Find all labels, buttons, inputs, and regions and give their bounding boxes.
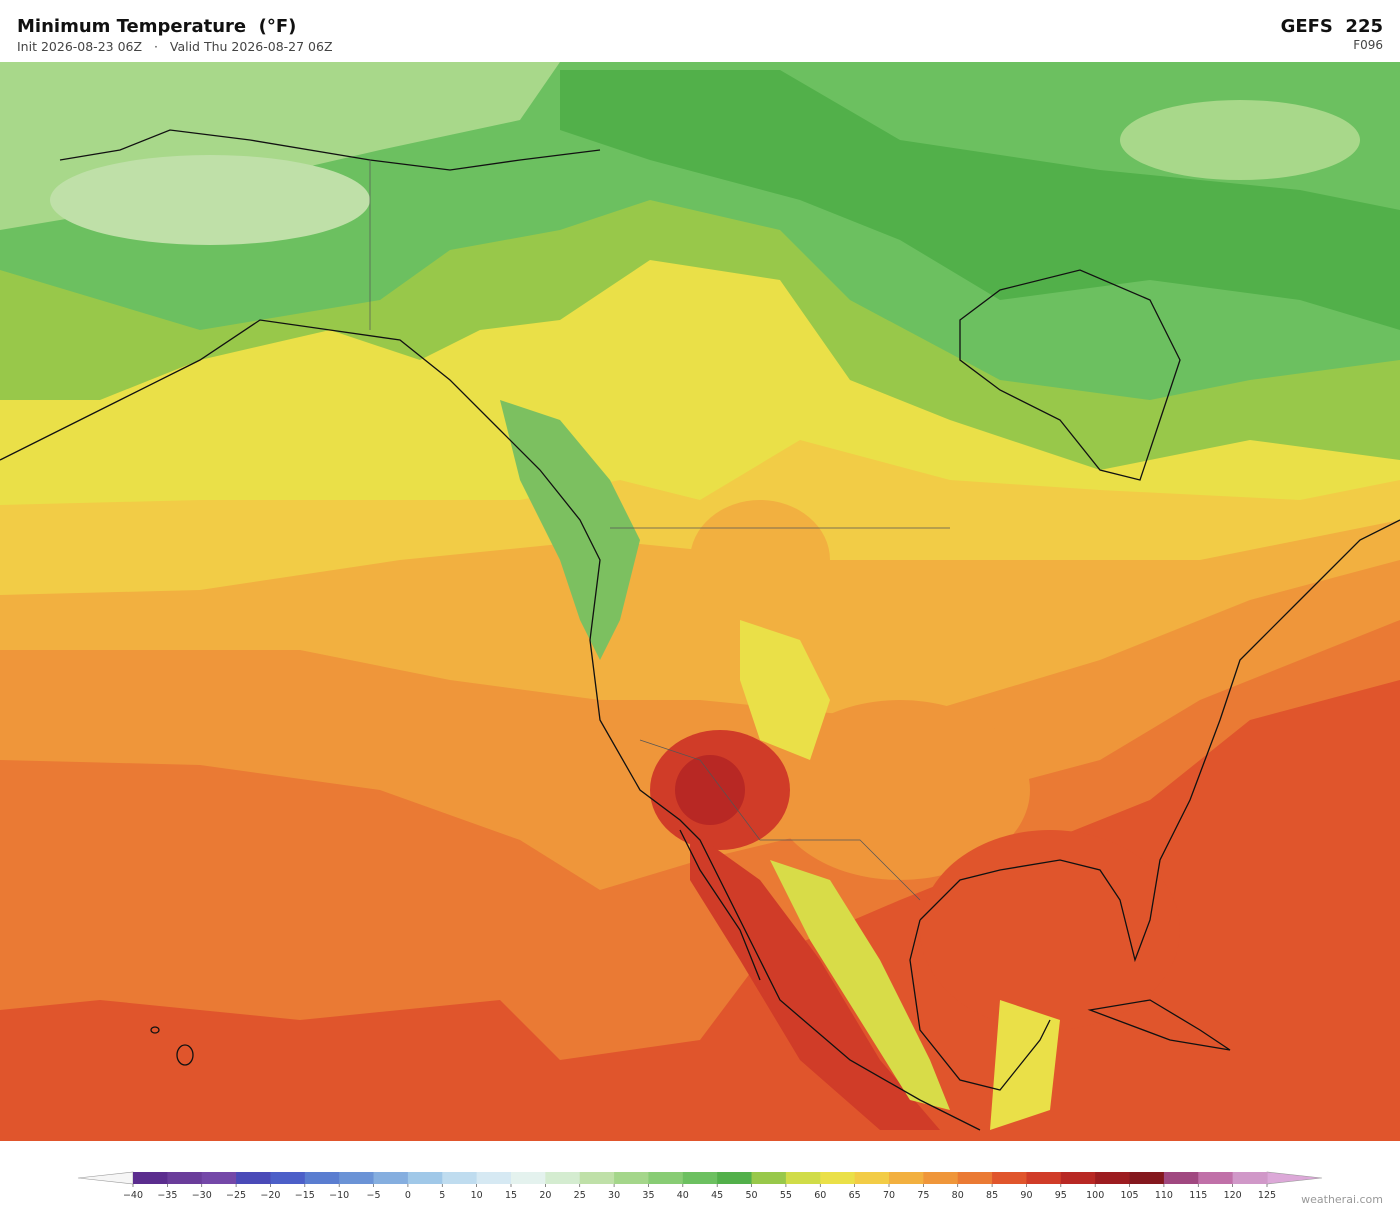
colorbar-tick-label: −30 xyxy=(192,1190,212,1201)
colorbar-bin xyxy=(476,1172,512,1184)
colorbar-tick-label: 40 xyxy=(677,1190,689,1201)
colorbar-tick-label: −15 xyxy=(295,1190,315,1201)
colorbar-over xyxy=(1266,1171,1323,1185)
colorbar-tick-label: 30 xyxy=(608,1190,620,1201)
colorbar-tick-label: 105 xyxy=(1120,1190,1138,1201)
colorbar-tick-label: 80 xyxy=(952,1190,964,1201)
colorbar-tick-label: 110 xyxy=(1155,1190,1173,1201)
colorbar-bin xyxy=(511,1172,546,1184)
colorbar-tick-label: 45 xyxy=(711,1190,723,1201)
colorbar-tick-label: 0 xyxy=(405,1190,411,1201)
colorbar-bin xyxy=(751,1172,787,1184)
colorbar-bin xyxy=(1232,1172,1268,1184)
colorbar-tick-label: 5 xyxy=(439,1190,445,1201)
colorbar-bin xyxy=(579,1172,615,1184)
colorbar-bin xyxy=(545,1172,581,1184)
colorbar-tick-label: 100 xyxy=(1086,1190,1104,1201)
colorbar-bin xyxy=(270,1172,306,1184)
colorbar-tick-label: 55 xyxy=(780,1190,792,1201)
colorbar-tick-label: −5 xyxy=(367,1190,381,1201)
colorbar-tick-label: 75 xyxy=(917,1190,929,1201)
colorbar-bin xyxy=(304,1172,340,1184)
colorbar-tick-label: 70 xyxy=(883,1190,895,1201)
temperature-map xyxy=(0,62,1400,1141)
colorbar-bin xyxy=(236,1172,271,1184)
colorbar-bin xyxy=(1026,1172,1062,1184)
colorbar-bin xyxy=(614,1172,649,1184)
map-title: Minimum Temperature (°F) xyxy=(17,16,297,37)
colorbar-bin xyxy=(923,1172,959,1184)
watermark: weatherai.com xyxy=(1301,1193,1383,1206)
colorbar-tick-label: −10 xyxy=(329,1190,349,1201)
colorbar-tick-label: 65 xyxy=(849,1190,861,1201)
colorbar-bin xyxy=(1060,1172,1096,1184)
colorbar-bin xyxy=(854,1172,890,1184)
colorbar-tick-label: −35 xyxy=(157,1190,177,1201)
colorbar-bin xyxy=(1163,1172,1199,1184)
colorbar-tick-label: 60 xyxy=(814,1190,826,1201)
colorbar-tick-label: 15 xyxy=(505,1190,517,1201)
valid-time: Valid Thu 2026-08-27 06Z xyxy=(169,39,333,54)
colorbar-tick-label: 120 xyxy=(1224,1190,1242,1201)
init-time: Init 2026-08-23 06Z xyxy=(17,39,143,54)
colorbar-tick-label: −40 xyxy=(123,1190,143,1201)
colorbar-bin xyxy=(167,1172,203,1184)
subtitle: Init 2026-08-23 06Z · Valid Thu 2026-08-… xyxy=(17,39,333,54)
colorbar-tick-label: 90 xyxy=(1020,1190,1032,1201)
colorbar-tick-label: 115 xyxy=(1189,1190,1207,1201)
colorbar-bin xyxy=(1198,1172,1234,1184)
colorbar-bin xyxy=(407,1172,443,1184)
colorbar-bin xyxy=(1095,1172,1130,1184)
colorbar-bin xyxy=(1129,1172,1165,1184)
colorbar-tick-label: 10 xyxy=(471,1190,483,1201)
colorbar-tick-label: −20 xyxy=(260,1190,280,1201)
colorbar-tick-label: 125 xyxy=(1258,1190,1276,1201)
colorbar-bin xyxy=(442,1172,478,1184)
colorbar-tick-label: 20 xyxy=(539,1190,551,1201)
colorbar-tick-label: −25 xyxy=(226,1190,246,1201)
colorbar-tick-label: 50 xyxy=(745,1190,757,1201)
colorbar-bin xyxy=(339,1172,374,1184)
colorbar-bin xyxy=(992,1172,1027,1184)
colorbar-bin xyxy=(648,1172,684,1184)
colorbar-bin xyxy=(717,1172,752,1184)
colorbar-bin xyxy=(682,1172,718,1184)
colorbar-bin xyxy=(133,1172,168,1184)
forecast-hour: F096 xyxy=(1353,38,1383,52)
colorbar-bin xyxy=(201,1172,237,1184)
colorbar-bin xyxy=(373,1172,409,1184)
colorbar-tick-label: 25 xyxy=(574,1190,586,1201)
colorbar-tick-label: 35 xyxy=(642,1190,654,1201)
colorbar-bin xyxy=(820,1172,856,1184)
colorbar-tick-label: 85 xyxy=(986,1190,998,1201)
colorbar-bin xyxy=(957,1172,993,1184)
colorbar-bin xyxy=(889,1172,924,1184)
colorbar: −40 −35 −30 −25 −20 −15 −10 −5 0 5 10 15 20 25 30 35 40 4… xyxy=(77,1171,1323,1201)
separator: · xyxy=(153,39,158,54)
colorbar-tick-label: 95 xyxy=(1055,1190,1067,1201)
model-name: GEFS 225 xyxy=(1280,16,1383,37)
colorbar-bin xyxy=(785,1172,821,1184)
colorbar-under xyxy=(77,1171,134,1185)
